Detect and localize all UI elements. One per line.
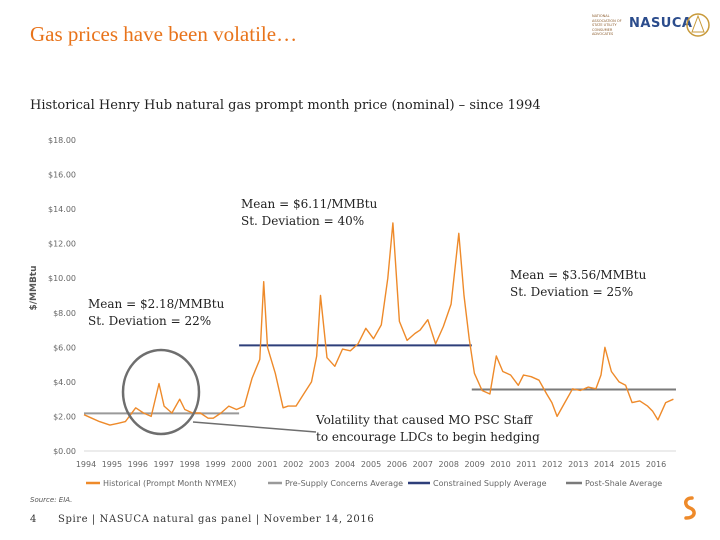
y-tick-label: $8.00 (53, 309, 76, 318)
x-tick-label: 2012 (542, 460, 562, 469)
callout-pointer (192, 421, 317, 433)
footer-text: Spire | NASUCA natural gas panel | Novem… (58, 514, 375, 525)
average-lines (84, 344, 676, 415)
chart-legend: Historical (Prompt Month NYMEX) Pre-Suppl… (86, 479, 662, 488)
x-tick-label: 2011 (516, 460, 536, 469)
source-note: Source: EIA. (30, 496, 73, 504)
x-tick-label: 2002 (283, 460, 303, 469)
logo-emblem-icon (686, 13, 710, 37)
annotation-pre-supply-mean: Mean = $2.18/MMBtu St. Deviation = 22% (88, 296, 224, 330)
y-tick-label: $18.00 (48, 136, 76, 145)
annotation-post-shale-mean: Mean = $3.56/MMBtu St. Deviation = 25% (510, 267, 646, 301)
x-tick-label: 2016 (646, 460, 666, 469)
annotation-left-line2: St. Deviation = 22% (88, 314, 212, 328)
chart-subtitle: Historical Henry Hub natural gas prompt … (30, 98, 541, 113)
legend-label: Constrained Supply Average (433, 479, 547, 488)
x-tick-label: 2001 (257, 460, 277, 469)
x-tick-label: 2007 (413, 460, 433, 469)
x-tick-label: 2005 (361, 460, 381, 469)
y-tick-label: $14.00 (48, 205, 76, 214)
x-tick-label: 2006 (387, 460, 407, 469)
annotation-constrained-mean: Mean = $6.11/MMBtu St. Deviation = 40% (241, 196, 377, 230)
spire-logo-icon (684, 496, 696, 520)
y-tick-label: $16.00 (48, 171, 76, 180)
x-tick-label: 2003 (309, 460, 329, 469)
annotation-right-line1: Mean = $3.56/MMBtu (510, 268, 647, 282)
x-tick-label: 1999 (205, 460, 225, 469)
x-tick-label: 1996 (128, 460, 148, 469)
volatility-circle (121, 348, 201, 436)
x-tick-label: 2004 (335, 460, 355, 469)
x-tick-label: 1998 (179, 460, 199, 469)
callout-line2: to encourage LDCs to begin hedging (316, 430, 540, 444)
page-number: 4 (30, 514, 37, 525)
annotation-left-line1: Mean = $2.18/MMBtu (88, 297, 225, 311)
y-tick-label: $0.00 (53, 447, 76, 456)
annotation-volatility-callout: Volatility that caused MO PSC Staff to e… (316, 412, 540, 446)
x-axis-ticks: 1994 1995 1996 1997 1998 1999 2000 2001 2002 2003… (76, 460, 666, 469)
annotation-right-line2: St. Deviation = 25% (510, 285, 634, 299)
nasuca-logo: NATIONAL ASSOCIATION OF STATE UTILITY CO… (592, 10, 712, 40)
logo-association-text: NATIONAL ASSOCIATION OF STATE UTILITY CO… (592, 14, 622, 36)
x-tick-label: 2010 (490, 460, 510, 469)
y-tick-label: $10.00 (48, 274, 76, 283)
legend-label: Post-Shale Average (585, 479, 662, 488)
legend-label: Historical (Prompt Month NYMEX) (103, 479, 236, 488)
logo-brand-text: NASUCA (629, 16, 693, 31)
annotation-mid-line2: St. Deviation = 40% (241, 214, 365, 228)
slide-title: Gas prices have been volatile… (30, 22, 298, 46)
y-tick-label: $4.00 (53, 378, 76, 387)
x-tick-label: 2013 (568, 460, 588, 469)
x-tick-label: 1994 (76, 460, 96, 469)
x-tick-label: 1997 (154, 460, 174, 469)
x-tick-label: 2014 (594, 460, 614, 469)
callout-line1: Volatility that caused MO PSC Staff (316, 413, 533, 427)
x-tick-label: 2009 (464, 460, 484, 469)
x-tick-label: 2008 (439, 460, 459, 469)
x-tick-label: 2015 (620, 460, 640, 469)
y-axis-label: $/MMBtu (29, 265, 39, 310)
annotation-mid-line1: Mean = $6.11/MMBtu (241, 197, 378, 211)
legend-label: Pre-Supply Concerns Average (285, 479, 403, 488)
x-tick-label: 2000 (231, 460, 251, 469)
x-tick-label: 1995 (102, 460, 122, 469)
y-axis-ticks: $0.00 $2.00 $4.00 $6.00 $8.00 $10.00 $12.00 $14… (48, 136, 76, 456)
y-tick-label: $12.00 (48, 240, 76, 249)
y-tick-label: $2.00 (53, 412, 76, 421)
y-tick-label: $6.00 (53, 343, 76, 352)
